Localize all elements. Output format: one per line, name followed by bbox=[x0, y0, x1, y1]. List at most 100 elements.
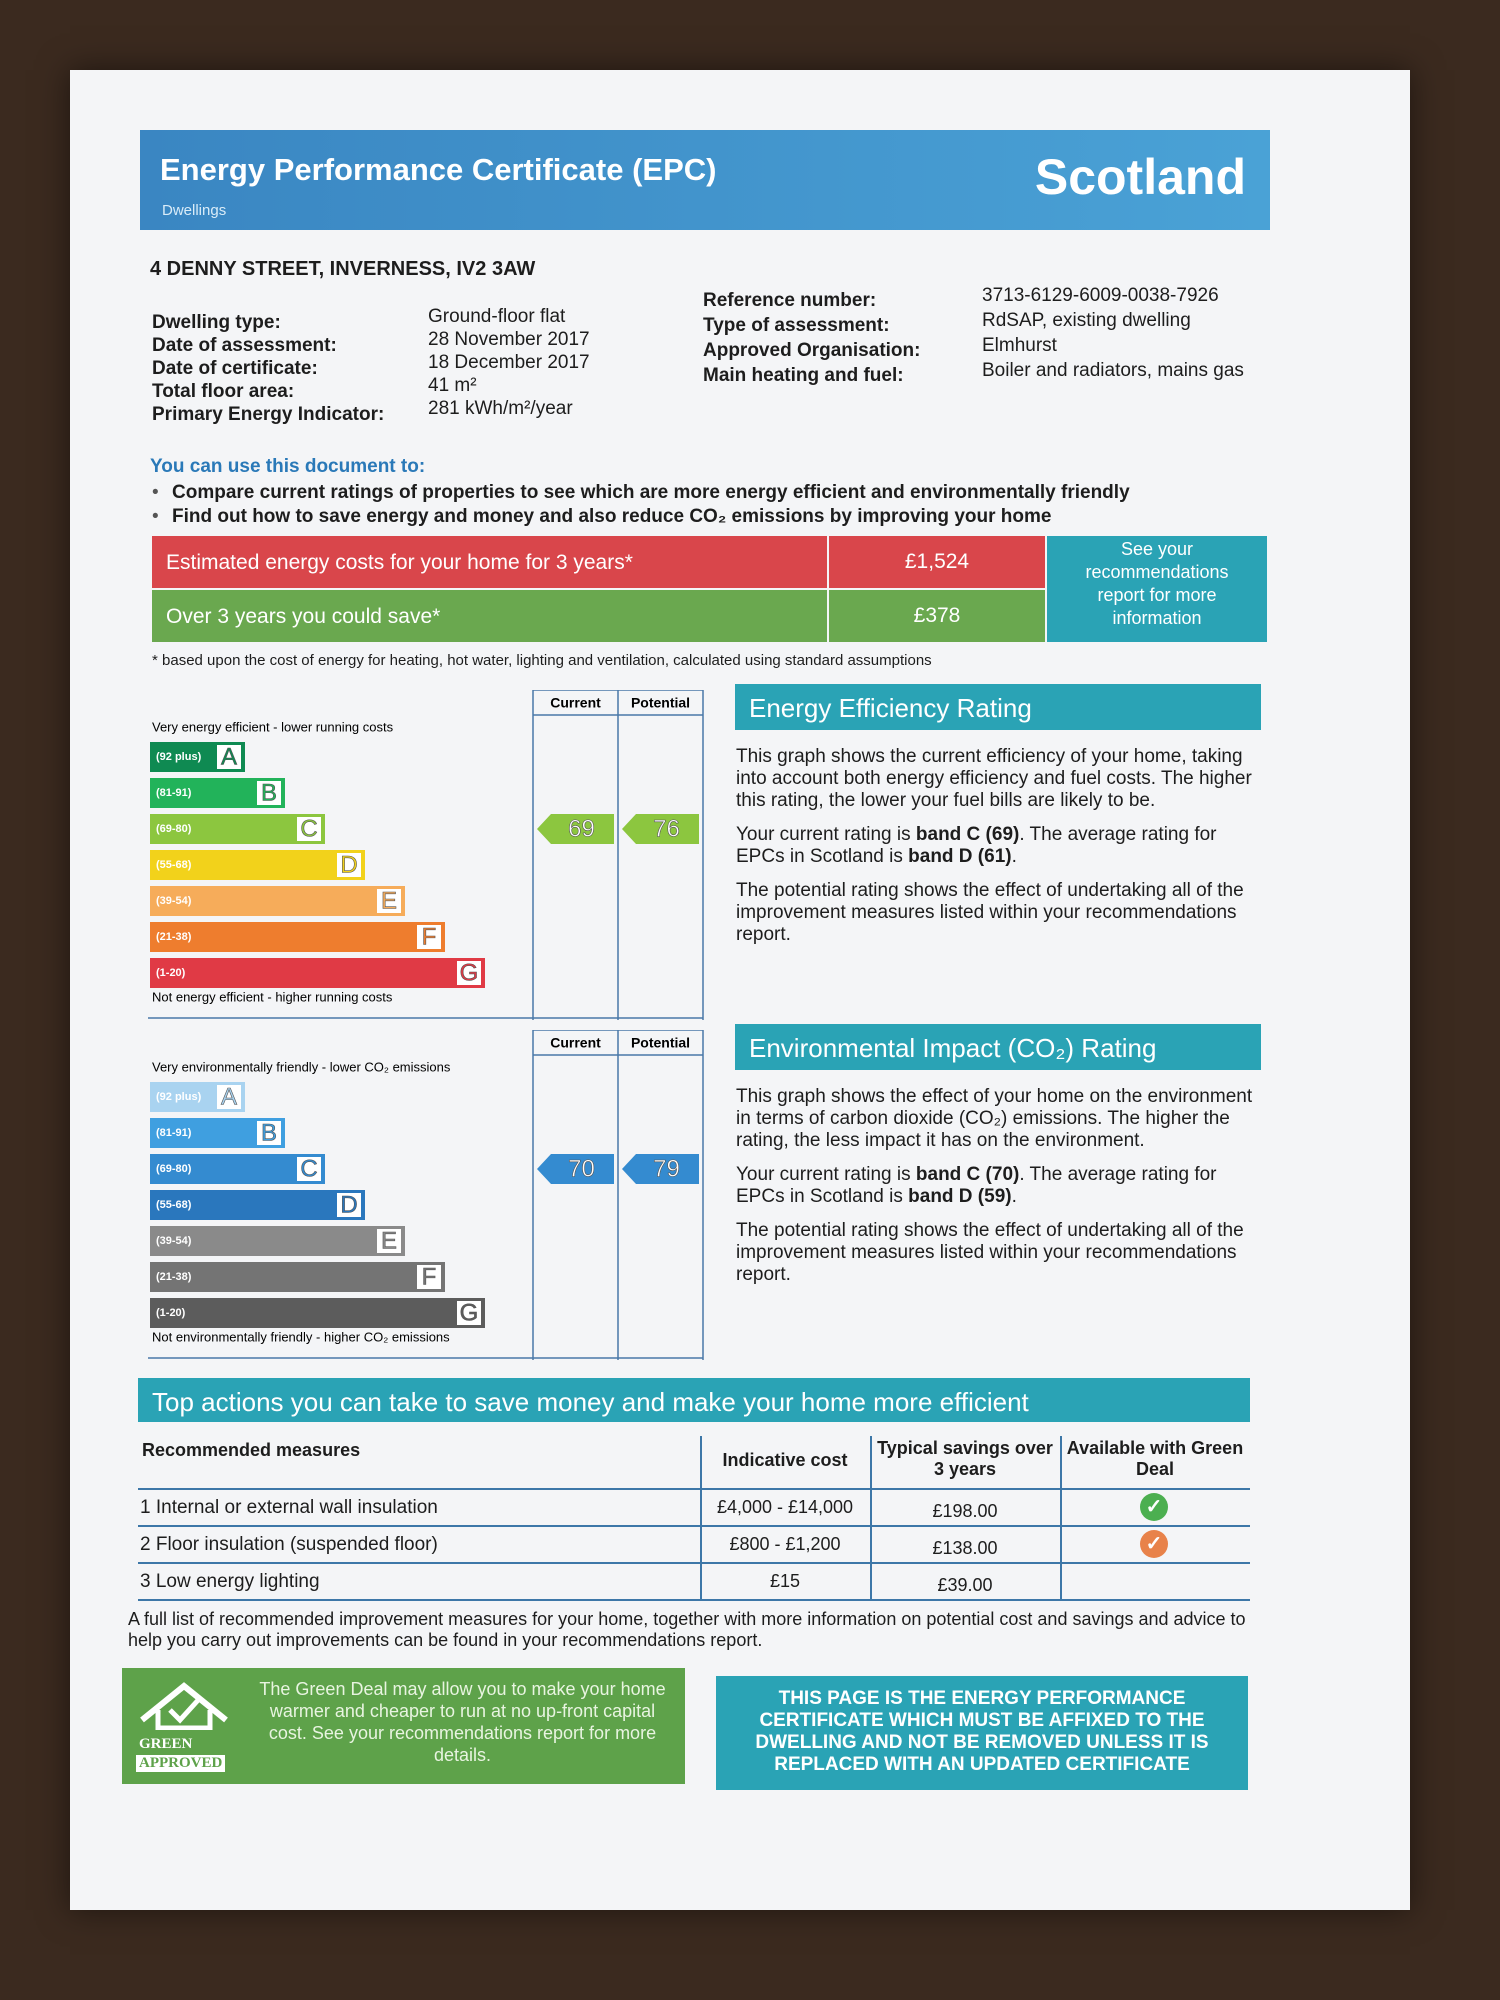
band-range: (1-20) bbox=[156, 1307, 186, 1319]
band-letter-box bbox=[457, 961, 481, 985]
band-letter-box bbox=[337, 853, 361, 877]
band-bar bbox=[150, 886, 405, 916]
detail-value: 28 November 2017 bbox=[428, 329, 590, 350]
table-rule bbox=[138, 1562, 1250, 1564]
text-span: . bbox=[1011, 1186, 1017, 1207]
detail-label: Dwelling type: bbox=[152, 312, 281, 333]
paragraph: The potential rating shows the effect of… bbox=[736, 1220, 1256, 1286]
text-span: band D (61) bbox=[908, 846, 1012, 867]
cost: £800 - £1,200 bbox=[729, 1534, 841, 1554]
band-letter: D bbox=[340, 1191, 357, 1218]
cost-label: Over 3 years you could save* bbox=[166, 605, 441, 628]
rating-chart: Current Potential Very environmentally fri… bbox=[148, 1030, 704, 1360]
band-range: (55-68) bbox=[156, 1199, 192, 1211]
band-letter-box bbox=[457, 1301, 481, 1325]
paragraph: Your current rating is band C (70). The … bbox=[736, 1164, 1256, 1208]
text-span: This graph shows the effect of your home… bbox=[736, 1086, 1253, 1151]
address: 4 DENNY STREET, INVERNESS, IV2 3AW bbox=[150, 258, 536, 280]
band-letter: A bbox=[221, 743, 237, 770]
band-letter: C bbox=[300, 815, 317, 842]
cost-value: £1,524 bbox=[904, 550, 970, 573]
band-letter: D bbox=[340, 851, 357, 878]
band-bar bbox=[150, 1226, 405, 1256]
band-range: (21-38) bbox=[156, 1271, 192, 1283]
band-letter: F bbox=[422, 923, 437, 950]
header-bar: Energy Performance Certificate (EPC) Dwel… bbox=[140, 130, 1270, 230]
detail-label: Type of assessment: bbox=[703, 315, 890, 336]
band-range: (92 plus) bbox=[156, 751, 202, 763]
rating-value: 79 bbox=[653, 1155, 680, 1182]
top-label: Very environmentally friendly - lower CO… bbox=[152, 1059, 451, 1074]
rating-value: 76 bbox=[653, 815, 680, 842]
cost-divider bbox=[827, 536, 829, 588]
rating-title: Energy Efficiency Rating bbox=[749, 693, 1032, 723]
band-range: (69-80) bbox=[156, 1163, 192, 1175]
band-bar bbox=[150, 1190, 365, 1220]
use-item: Compare current ratings of properties to… bbox=[172, 482, 1130, 503]
table-rule bbox=[138, 1488, 1250, 1490]
top-label: Very energy efficient - lower running co… bbox=[152, 719, 394, 734]
band-letter-box bbox=[417, 1265, 441, 1289]
rating-arrow bbox=[622, 814, 699, 844]
band-letter: F bbox=[422, 1263, 437, 1290]
green-deal-box: GREEN DEALAPPROVED The Green Deal may all… bbox=[122, 1668, 685, 1784]
band-range: (69-80) bbox=[156, 823, 192, 835]
text-span: . The average rating for EPCs in Scotlan… bbox=[736, 824, 1217, 867]
band-letter: G bbox=[460, 1299, 479, 1326]
band-letter-box bbox=[257, 1121, 281, 1145]
detail-label: Approved Organisation: bbox=[703, 340, 921, 361]
table-rule bbox=[138, 1599, 1250, 1601]
band-range: (39-54) bbox=[156, 1235, 192, 1247]
cost: £4,000 - £14,000 bbox=[716, 1497, 854, 1517]
band-bar bbox=[150, 814, 325, 844]
band-letter: G bbox=[460, 959, 479, 986]
band-bar bbox=[150, 922, 445, 952]
band-letter-box bbox=[337, 1193, 361, 1217]
detail-label: Total floor area: bbox=[152, 381, 295, 402]
text-span: band C (70) bbox=[915, 1164, 1020, 1185]
rating-title-bar: Environmental Impact (CO₂) Rating bbox=[735, 1024, 1261, 1070]
rating-arrow bbox=[622, 1154, 699, 1184]
band-letter-box bbox=[217, 1085, 241, 1109]
measure: 2 Floor insulation (suspended floor) bbox=[140, 1534, 438, 1555]
notice-text: THIS PAGE IS THE ENERGY PERFORMANCE CERT… bbox=[755, 1688, 1209, 1775]
rating-title-bar: Energy Efficiency Rating bbox=[735, 684, 1261, 730]
text-span: This graph shows the current efficiency … bbox=[736, 746, 1252, 811]
country: Scotland bbox=[1034, 149, 1246, 205]
rating-arrow bbox=[537, 814, 614, 844]
detail-label: Reference number: bbox=[703, 290, 877, 311]
savings: £138.00 bbox=[932, 1538, 998, 1558]
detail-value: RdSAP, existing dwelling bbox=[982, 310, 1191, 331]
uses-title: You can use this document to: bbox=[150, 456, 426, 477]
rating-value: 69 bbox=[568, 815, 595, 842]
table-col-rule bbox=[700, 1436, 702, 1599]
cost: £15 bbox=[769, 1571, 801, 1591]
rating-arrow bbox=[537, 1154, 614, 1184]
band-bar bbox=[150, 958, 485, 988]
text-span: band C (69) bbox=[915, 824, 1020, 845]
bottom-label: Not energy efficient - higher running co… bbox=[152, 989, 393, 1004]
table-header: Recommended measures bbox=[142, 1440, 361, 1460]
paragraph: The potential rating shows the effect of… bbox=[736, 880, 1256, 946]
detail-value: 3713-6129-6009-0038-7926 bbox=[982, 285, 1219, 306]
actions-footer: A full list of recommended improvement m… bbox=[128, 1609, 1246, 1650]
cost-divider bbox=[827, 590, 829, 642]
detail-value: Ground-floor flat bbox=[428, 306, 566, 327]
cost-value: £378 bbox=[913, 604, 961, 627]
table-col-rule bbox=[1060, 1436, 1062, 1599]
measure: 3 Low energy lighting bbox=[140, 1571, 320, 1592]
band-letter-box bbox=[377, 889, 401, 913]
table-header: Indicative cost bbox=[722, 1450, 848, 1470]
cost-row: Estimated energy costs for your home for… bbox=[152, 536, 1045, 588]
bullet: • bbox=[152, 506, 159, 527]
cost-row: Over 3 years you could save* £378 bbox=[152, 590, 1045, 642]
paragraph: Your current rating is band C (69). The … bbox=[736, 824, 1256, 868]
band-range: (81-91) bbox=[156, 787, 192, 799]
band-letter: C bbox=[300, 1155, 317, 1182]
band-letter-box bbox=[257, 781, 281, 805]
band-bar bbox=[150, 1154, 325, 1184]
subtitle: Dwellings bbox=[162, 202, 227, 219]
band-bar bbox=[150, 850, 365, 880]
logo-text: APPROVED bbox=[136, 1755, 226, 1772]
